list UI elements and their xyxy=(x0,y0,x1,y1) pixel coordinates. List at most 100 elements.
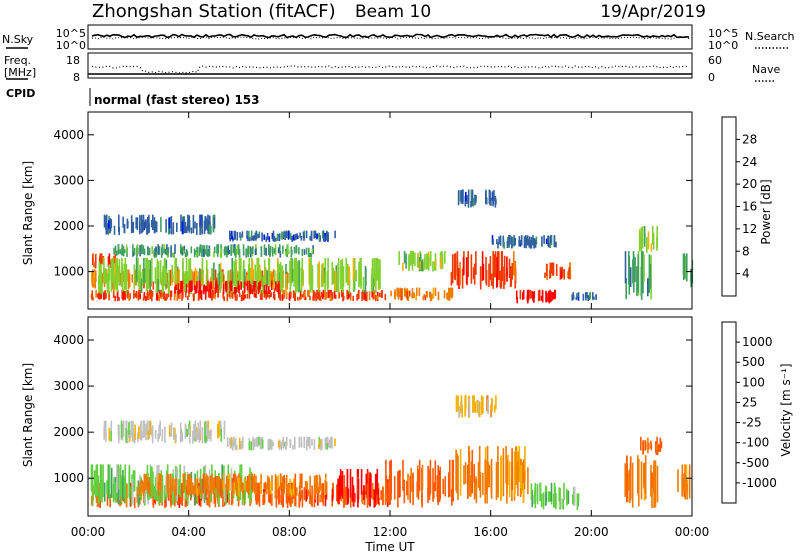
velocity-cell xyxy=(221,480,224,490)
velocity-cell xyxy=(686,483,688,500)
power-cell xyxy=(153,217,156,234)
power-cell xyxy=(519,289,522,300)
power-cell xyxy=(293,292,296,301)
velocity-cell xyxy=(294,473,297,492)
power-cell xyxy=(555,263,558,277)
velocity-cell xyxy=(473,464,475,483)
power-cell xyxy=(448,287,450,298)
velocity-cell xyxy=(461,405,463,418)
power-cell xyxy=(415,294,417,301)
power-cell xyxy=(523,236,526,248)
velocity-cell xyxy=(472,395,474,412)
power-cell xyxy=(239,232,241,238)
power-cell xyxy=(345,257,347,283)
power-cell xyxy=(592,292,594,300)
power-cell xyxy=(493,256,495,275)
velocity-cell xyxy=(653,465,655,493)
power-cell xyxy=(496,239,498,244)
velocity-cell xyxy=(482,472,484,495)
power-cell xyxy=(255,289,257,298)
power-cell xyxy=(456,251,459,286)
power-cell xyxy=(520,235,523,246)
power-cell xyxy=(100,253,103,264)
power-cell xyxy=(274,270,276,284)
power-cell xyxy=(482,263,485,280)
power-cell xyxy=(266,270,268,286)
velocity-cell xyxy=(677,469,679,492)
power-cell xyxy=(374,294,377,302)
velocity-cell xyxy=(205,473,208,489)
power-cell xyxy=(248,237,251,242)
velocity-cell xyxy=(204,421,206,441)
power-cell xyxy=(346,289,348,298)
velocity-cell xyxy=(322,489,325,506)
velocity-cell xyxy=(561,498,563,509)
velocity-cell xyxy=(682,478,685,490)
power-cell xyxy=(199,244,202,253)
velocity-cell xyxy=(105,433,107,442)
velocity-cell xyxy=(165,475,167,494)
power-cell xyxy=(331,292,334,300)
power-cell xyxy=(302,294,304,298)
power-cell xyxy=(404,287,406,297)
power-cell xyxy=(292,234,295,241)
power-cell xyxy=(272,236,274,242)
power-cell xyxy=(139,294,141,300)
velocity-cell xyxy=(199,477,201,491)
velocity-cell xyxy=(165,496,167,507)
power-cell xyxy=(167,247,170,254)
power-cell xyxy=(499,235,502,246)
velocity-cell xyxy=(349,469,352,498)
power-cell xyxy=(324,273,326,291)
velocity-cell xyxy=(643,463,645,489)
velocity-cell xyxy=(478,446,481,491)
velocity-cell xyxy=(315,475,317,491)
power-cell xyxy=(318,289,321,297)
power-cell xyxy=(99,253,102,266)
velocity-colorbar-frame xyxy=(721,321,737,504)
velocity-colorbar-label: 500 xyxy=(742,355,765,369)
power-cell xyxy=(227,270,230,288)
power-cell xyxy=(263,292,266,298)
power-cell xyxy=(160,289,162,298)
power-cell xyxy=(405,289,407,297)
power-cell xyxy=(465,257,468,284)
power-cell xyxy=(333,289,336,299)
power-cell xyxy=(185,284,188,293)
power-cell xyxy=(124,257,127,282)
velocity-cell xyxy=(123,476,126,498)
power-cell xyxy=(318,232,321,242)
velocity-cell xyxy=(648,442,650,450)
power-cell xyxy=(545,263,548,276)
power-cell xyxy=(432,261,434,272)
power-cell xyxy=(372,291,375,300)
power-cell xyxy=(320,297,322,301)
velocity-cell xyxy=(280,441,283,451)
power-cell xyxy=(248,280,251,292)
velocity-cell xyxy=(272,441,275,447)
power-cell xyxy=(641,226,644,249)
velocity-cell xyxy=(305,440,308,451)
power-cell xyxy=(322,263,324,287)
power-cell xyxy=(651,226,654,245)
velocity-cell xyxy=(464,395,467,414)
power-cell xyxy=(182,249,185,254)
velocity-yaxis: 1000 2000 3000 4000 xyxy=(53,333,692,485)
power-cell xyxy=(435,259,437,267)
power-cell xyxy=(230,280,233,291)
power-cell xyxy=(239,271,241,290)
power-cell xyxy=(546,292,548,302)
power-cell xyxy=(142,297,145,301)
power-cell xyxy=(279,244,281,254)
power-cell xyxy=(253,235,255,241)
power-cell xyxy=(375,257,377,281)
power-cell xyxy=(222,283,225,292)
power-cell xyxy=(137,257,139,283)
power-cell xyxy=(245,248,247,258)
power-cell xyxy=(231,230,233,239)
power-cell xyxy=(375,273,377,294)
nave-trace xyxy=(91,65,690,74)
velocity-cell xyxy=(196,478,199,489)
power-cell xyxy=(308,289,310,297)
freq-label-2: [MHz] xyxy=(4,66,36,79)
